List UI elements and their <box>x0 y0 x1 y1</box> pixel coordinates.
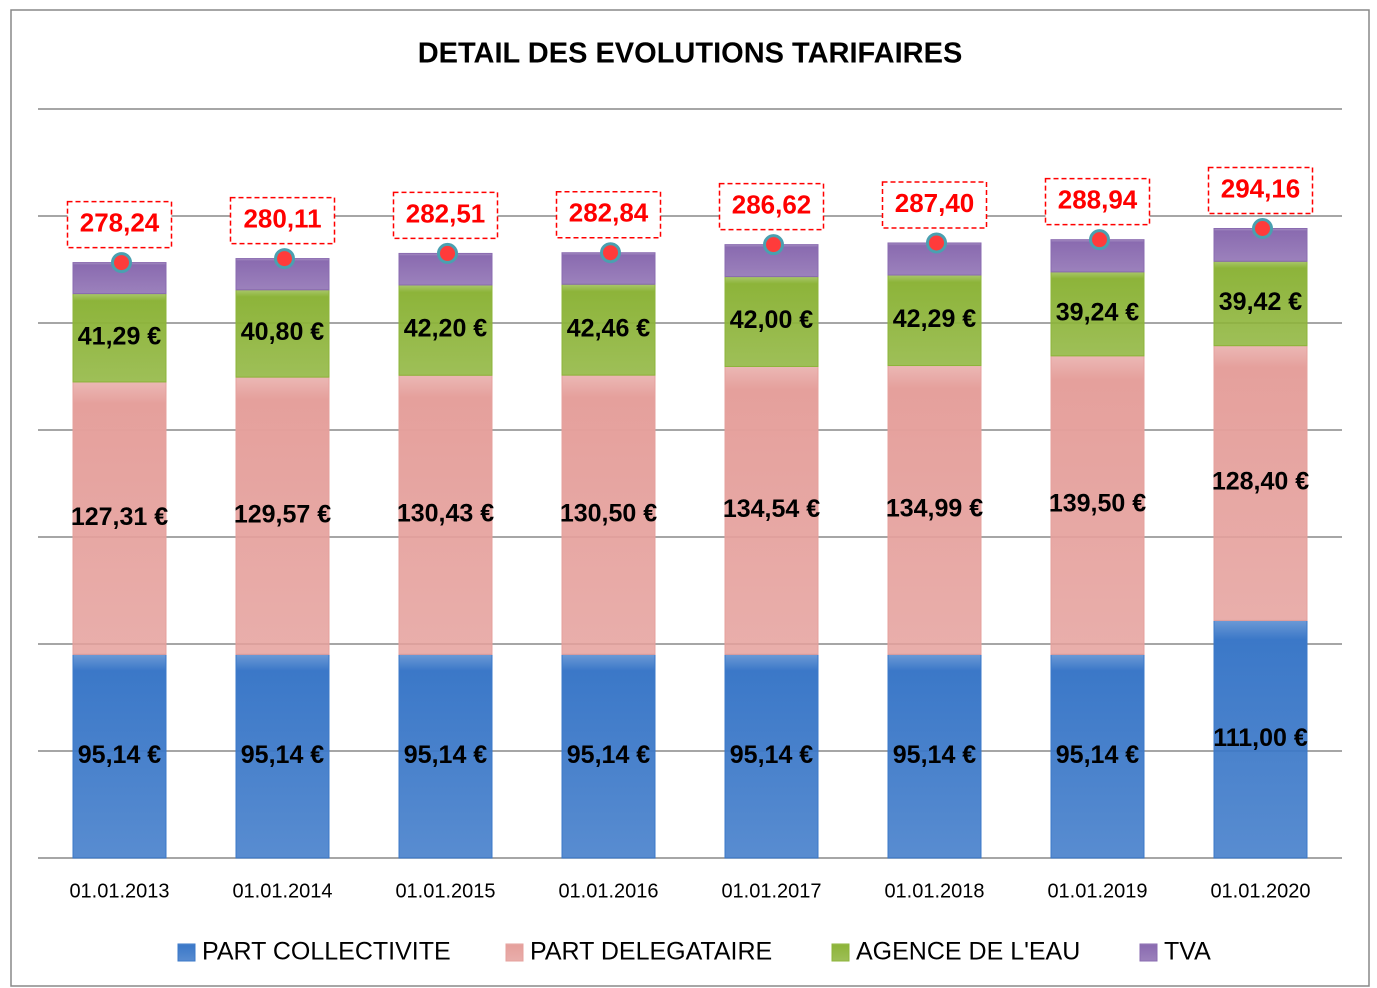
data-label: 130,43 € <box>397 499 494 527</box>
total-marker <box>763 234 784 256</box>
legend-label: AGENCE DE L'EAU <box>856 938 1080 966</box>
total-marker <box>1252 217 1273 239</box>
legend-swatch <box>831 943 850 962</box>
total-label-box <box>66 200 173 249</box>
data-label: 129,57 € <box>234 500 331 528</box>
bar-segment <box>887 653 982 859</box>
data-label: 95,14 € <box>567 741 651 769</box>
total-label-box <box>1207 166 1314 215</box>
bar-segment <box>1213 345 1308 621</box>
data-label: 130,50 € <box>560 499 657 527</box>
bar-segment <box>1050 355 1145 655</box>
total-label-box <box>881 181 988 229</box>
x-tick-label: 01.01.2019 <box>1047 880 1147 902</box>
x-tick-label: 01.01.2014 <box>232 880 332 902</box>
data-label: 95,14 € <box>1056 741 1140 769</box>
total-marker <box>926 232 947 254</box>
total-label: 294,16 <box>1221 173 1301 203</box>
bar-segment <box>235 653 330 859</box>
data-label: 39,42 € <box>1219 288 1303 316</box>
total-marker <box>1089 229 1110 251</box>
total-label-box <box>392 191 499 240</box>
bar-segment <box>561 283 656 376</box>
bar-segment <box>724 653 819 859</box>
data-label: 95,14 € <box>241 741 325 769</box>
data-label: 41,29 € <box>78 322 162 350</box>
bar-segment <box>1050 653 1145 859</box>
total-marker <box>111 252 132 274</box>
legend-label: PART DELEGATAIRE <box>530 938 772 966</box>
data-label: 95,14 € <box>404 741 488 769</box>
total-label: 282,51 <box>406 198 486 228</box>
bar-segment <box>887 274 982 367</box>
legend-label: PART COLLECTIVITE <box>202 938 451 966</box>
total-label-box <box>555 190 662 239</box>
data-label: 128,40 € <box>1212 468 1309 496</box>
data-label: 134,99 € <box>886 495 983 523</box>
legend-swatch <box>1139 943 1158 962</box>
total-marker <box>437 242 458 264</box>
legend-swatch <box>505 943 524 962</box>
total-label: 278,24 <box>80 207 160 237</box>
bar-segment <box>72 293 167 383</box>
x-tick-label: 01.01.2013 <box>69 880 169 902</box>
total-marker <box>274 248 295 270</box>
chart-border <box>10 9 1370 987</box>
total-label-box <box>718 182 825 231</box>
bar-segment <box>887 365 982 655</box>
data-label: 42,00 € <box>730 306 814 334</box>
bar-segment <box>72 381 167 655</box>
total-label: 282,84 <box>569 198 649 228</box>
x-tick-label: 01.01.2020 <box>1210 880 1310 902</box>
data-label: 40,80 € <box>241 318 325 346</box>
bar-segment <box>724 276 819 367</box>
total-marker <box>600 242 621 264</box>
bar-segment <box>398 653 493 859</box>
total-label-box <box>229 196 336 245</box>
data-label: 134,54 € <box>723 495 820 523</box>
data-label: 95,14 € <box>893 741 977 769</box>
x-tick-label: 01.01.2015 <box>395 880 495 902</box>
bar-segment <box>398 374 493 655</box>
data-label: 39,24 € <box>1056 298 1140 326</box>
total-label: 288,94 <box>1058 185 1138 215</box>
bar-segment <box>72 653 167 859</box>
data-label: 127,31 € <box>71 503 168 531</box>
bar-segment <box>1213 619 1308 859</box>
bar-segment <box>724 365 819 655</box>
data-label: 42,20 € <box>404 315 488 343</box>
data-label: 111,00 € <box>1213 724 1308 752</box>
data-label: 139,50 € <box>1049 490 1146 518</box>
bar-segment <box>1213 260 1308 347</box>
x-tick-label: 01.01.2016 <box>558 880 658 902</box>
chart-title: DETAIL DES EVOLUTIONS TARIFAIRES <box>418 38 963 70</box>
legend-swatch <box>177 943 196 962</box>
total-label: 286,62 <box>732 190 812 220</box>
total-label: 287,40 <box>895 188 975 218</box>
data-label: 95,14 € <box>78 741 162 769</box>
bar-segment <box>235 376 330 655</box>
x-tick-label: 01.01.2017 <box>721 880 821 902</box>
data-label: 42,46 € <box>567 314 651 342</box>
total-label-box <box>1044 177 1151 226</box>
bar-segment <box>235 289 330 378</box>
total-label: 280,11 <box>243 203 321 233</box>
data-label: 95,14 € <box>730 741 814 769</box>
legend-label: TVA <box>1164 938 1211 966</box>
bar-segment <box>398 284 493 376</box>
bar-segment <box>561 374 656 655</box>
x-tick-label: 01.01.2018 <box>884 880 984 902</box>
bar-segment <box>561 653 656 859</box>
data-label: 42,29 € <box>893 305 977 333</box>
